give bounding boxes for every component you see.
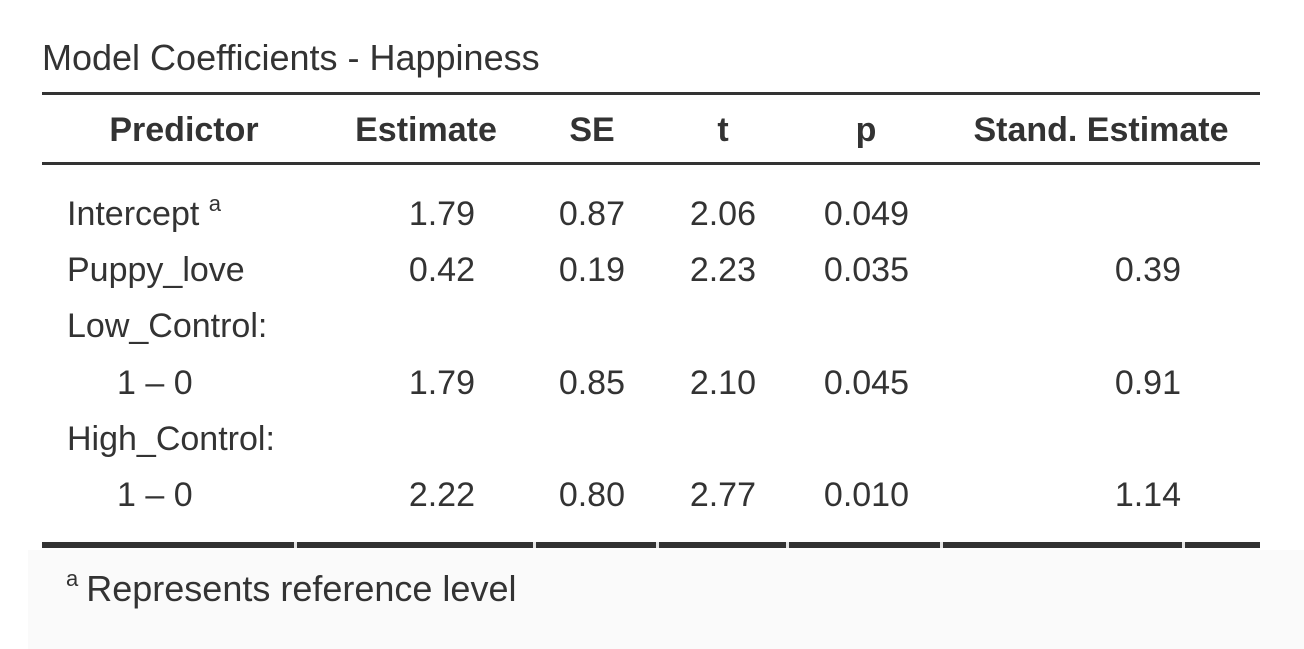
table-row-predictor: Puppy_love (67, 251, 245, 289)
cell-p: 0.049 (823, 195, 909, 233)
cell-p: 0.010 (823, 476, 909, 514)
cell-se: 0.19 (558, 251, 625, 289)
table-group-label: Low_Control: (67, 307, 268, 345)
cell-se: 0.87 (558, 195, 625, 233)
cell-t: 2.23 (689, 251, 756, 289)
table-title: Model Coefficients - Happiness (42, 37, 540, 78)
cell-stand-estimate: 1.14 (1114, 476, 1181, 514)
column-separator (656, 542, 659, 548)
cell-estimate: 0.42 (408, 251, 475, 289)
cell-stand-estimate: 0.91 (1114, 364, 1181, 402)
header-p: p (855, 111, 877, 149)
header-stand-estimate: Stand. Estimate (973, 111, 1229, 149)
bottom-rule (42, 542, 1260, 548)
table-row-predictor: 1 – 0 (117, 364, 193, 402)
cell-t: 2.10 (689, 364, 756, 402)
column-separator (1182, 542, 1185, 548)
top-rule (42, 92, 1260, 95)
column-separator (533, 542, 536, 548)
cell-estimate: 2.22 (408, 476, 475, 514)
cell-stand-estimate: 0.39 (1114, 251, 1181, 289)
table-row-predictor: Intercept a (67, 190, 222, 233)
cell-t: 2.77 (689, 476, 756, 514)
column-separator (786, 542, 789, 548)
cell-p: 0.045 (823, 364, 909, 402)
table-row-predictor: 1 – 0 (117, 476, 193, 514)
footnote-background (28, 550, 1304, 649)
table-group-label: High_Control: (67, 420, 275, 458)
cell-estimate: 1.79 (408, 195, 475, 233)
header-t: t (717, 111, 729, 149)
cell-se: 0.85 (558, 364, 625, 402)
header-rule (42, 162, 1260, 165)
column-separator (940, 542, 943, 548)
header-se: SE (569, 111, 615, 149)
cell-se: 0.80 (558, 476, 625, 514)
cell-p: 0.035 (823, 251, 909, 289)
header-predictor: Predictor (109, 111, 259, 149)
footnote-marker: a (66, 566, 79, 591)
column-separator (294, 542, 297, 548)
table-footnote: a Represents reference level (66, 567, 516, 611)
footnote-text: Represents reference level (86, 568, 517, 609)
cell-t: 2.06 (689, 195, 756, 233)
cell-estimate: 1.79 (408, 364, 475, 402)
footnote-marker: a (208, 190, 222, 216)
header-estimate: Estimate (355, 111, 497, 149)
